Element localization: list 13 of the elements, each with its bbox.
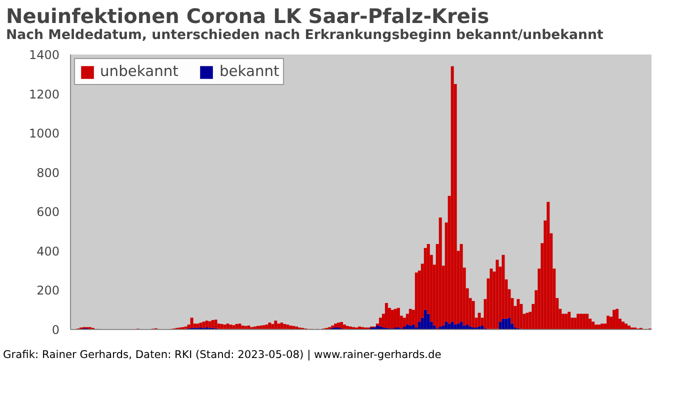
y-tick-label: 1200 — [28, 87, 60, 102]
y-tick-label: 200 — [36, 284, 60, 298]
chart-title: Neuinfektionen Corona LK Saar-Pfalz-Kreis — [6, 3, 490, 28]
text: Grafik: Rainer Gerhards, Daten: RKI (Stand: 2023-05-08) | www.rainer-gerhards.de — [3, 347, 442, 362]
legend-label: unbekannt — [100, 63, 178, 80]
chart-subtitle: Nach Meldedatum, unterschieden nach Erkrankungsbeginn bekannt/unbekannt — [6, 27, 604, 45]
y-tick-label: 0 — [52, 323, 60, 337]
y-tick-label: 600 — [36, 205, 60, 220]
y-tick-label: 1000 — [28, 126, 60, 141]
legend-label: bekannt — [219, 63, 280, 80]
y-tick-label: 800 — [36, 166, 60, 180]
y-tick-label: 1400 — [28, 48, 60, 62]
y-tick-label: 400 — [36, 244, 60, 258]
